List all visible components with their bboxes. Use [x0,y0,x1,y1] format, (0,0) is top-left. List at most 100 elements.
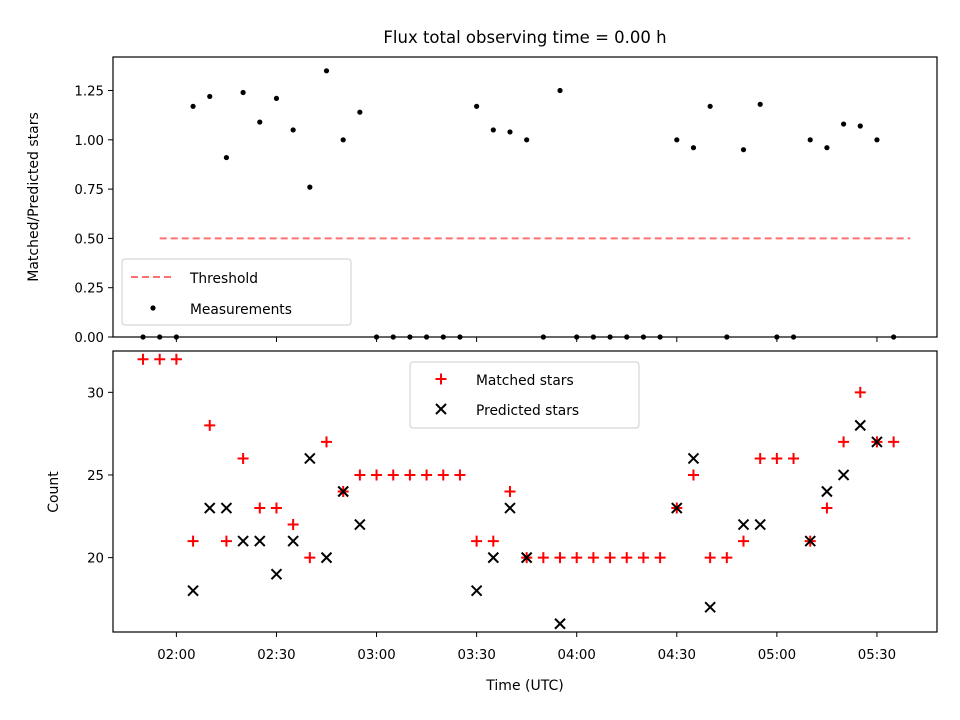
predicted-star-point [204,502,216,514]
predicted-star-point [337,485,349,498]
matched-star-point [187,535,199,547]
matched-star-point [821,502,833,514]
top-y-tick-label: 1.00 [74,134,104,149]
measurement-point [790,334,797,340]
matched-star-point [387,469,399,481]
measurement-point [357,109,363,115]
predicted-star-point [504,502,516,514]
predicted-star-point [487,551,500,564]
x-tick-label: 03:30 [457,648,495,663]
measurement-point [874,137,880,143]
legend-predicted-label: Predicted stars [476,403,579,419]
bottom-y-tick-label: 25 [87,469,104,484]
predicted-star-point [804,535,816,547]
matched-star-point [404,469,416,481]
bottom-y-axis-title: Count [46,471,62,513]
measurement-point [207,93,213,100]
legend-matched-label: Matched stars [476,373,574,389]
measurement-point [190,103,196,109]
matched-star-point [637,552,649,564]
x-tick-label: 05:00 [758,648,796,663]
matched-star-point [304,552,316,564]
measurement-point [624,334,630,340]
measurement-point [323,68,330,74]
predicted-star-point [854,419,866,432]
measurement-point [707,103,713,109]
top-legend-box [121,258,352,326]
predicted-star-point [320,551,333,564]
x-tick-label: 04:30 [658,648,696,663]
x-tick-label: 02:30 [257,648,295,663]
matched-star-point [220,535,232,547]
measurement-point [724,334,730,340]
measurement-point [657,334,663,340]
matched-star-point [270,502,282,514]
top-y-tick-label: 0.25 [74,282,104,297]
top-y-tick-label: 0.50 [74,232,104,247]
matched-star-point [154,353,166,365]
predicted-star-point [354,518,366,531]
matched-star-point [554,552,566,564]
measurement-point [507,129,513,135]
measurement-point [140,334,146,340]
x-tick-label: 04:00 [558,648,596,663]
measurement-point [757,101,763,107]
matched-star-point [571,552,583,564]
measurement-point [490,127,496,133]
measurement-point [223,154,230,161]
legend-threshold-label: Threshold [189,271,258,287]
predicted-star-point [554,618,566,630]
measurement-point [474,103,480,109]
matched-star-point [687,469,699,481]
measurement-point [891,334,897,340]
matched-star-point [504,486,516,497]
matched-star-point [321,436,333,448]
matched-star-point [721,552,733,564]
measurement-point [807,137,813,143]
matched-star-point [204,419,216,431]
measurement-point [524,137,530,143]
matched-star-point [888,436,900,448]
matched-star-point [254,502,266,514]
measurement-point [340,137,346,143]
measurement-point [607,334,613,340]
predicted-star-point [671,502,683,514]
predicted-star-point [704,601,716,613]
matched-star-point [838,436,850,448]
x-axis-title: Time (UTC) [485,678,563,694]
measurement-point [674,137,680,143]
legend-measurements-label: Measurements [190,302,292,318]
measurement-point [590,334,596,340]
matched-star-point [421,469,433,481]
top-y-tick-label: 1.25 [74,85,104,100]
matched-star-point [287,519,299,531]
matched-star-point [537,552,549,564]
x-tick-label: 03:00 [357,648,395,663]
top-y-axis-title: Matched/Predicted stars [26,112,42,282]
matched-star-point [771,452,783,464]
measurement-point [307,184,313,190]
x-tick-label: 05:30 [858,648,896,663]
bottom-y-tick-label: 30 [87,386,104,401]
x-tick-label: 02:00 [157,648,195,663]
measurement-point [540,334,546,340]
predicted-star-point [837,469,850,481]
measurement-point [157,334,163,340]
predicted-star-point [871,436,883,448]
measurement-point [173,334,179,340]
measurement-point [774,334,780,340]
predicted-star-point [220,502,233,514]
measurement-point [640,334,647,340]
matched-star-point [788,452,800,464]
matched-star-point [354,469,366,481]
predicted-star-point [287,535,299,547]
measurement-point [557,87,563,94]
measurement-point [857,123,863,129]
matched-star-point [437,469,449,481]
matched-star-point [854,386,866,398]
measurement-point [240,89,246,96]
predicted-star-point [237,535,249,547]
predicted-star-point [187,584,199,597]
predicted-star-point [737,518,750,531]
matched-star-point [137,353,149,365]
